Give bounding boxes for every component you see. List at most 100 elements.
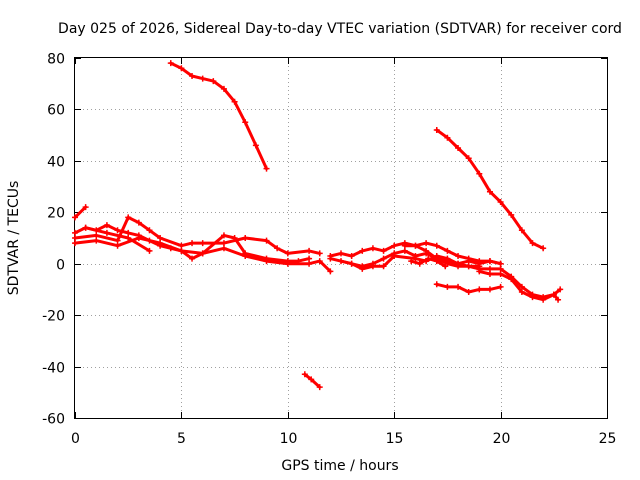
data-point	[508, 276, 515, 283]
data-point	[486, 271, 493, 277]
data-point	[82, 224, 89, 231]
data-point	[557, 286, 564, 293]
y-axis-label: SDTVAR / TECUs	[6, 181, 22, 296]
data-point	[263, 165, 270, 172]
data-point	[444, 247, 451, 254]
data-point	[369, 245, 376, 252]
data-point	[114, 227, 121, 234]
x-tick-label: 0	[71, 431, 80, 447]
data-point	[433, 258, 440, 265]
data-point	[433, 281, 440, 288]
data-point	[380, 247, 387, 254]
data-point	[231, 235, 238, 241]
data-point	[178, 247, 185, 254]
series-arc-4	[72, 204, 89, 221]
data-point	[540, 296, 547, 303]
data-point	[103, 229, 110, 236]
data-point	[103, 222, 110, 229]
data-point	[550, 291, 557, 298]
data-point	[125, 214, 132, 221]
data-point	[263, 237, 270, 244]
data-point	[93, 232, 100, 239]
series-line	[84, 226, 151, 253]
data-point	[114, 237, 121, 244]
y-tick-label: 40	[47, 155, 65, 171]
series-arc-2	[433, 127, 547, 252]
data-point	[178, 242, 185, 249]
data-point	[82, 204, 89, 211]
data-point	[135, 219, 142, 226]
data-point	[497, 265, 504, 272]
data-point	[146, 227, 153, 234]
y-tick-label: 20	[47, 206, 65, 222]
data-point	[412, 255, 419, 262]
series-line	[303, 372, 322, 389]
y-tick-label: 80	[47, 52, 65, 68]
data-point	[497, 260, 504, 267]
data-point	[263, 255, 270, 262]
data-point	[476, 286, 483, 293]
data-point	[135, 235, 142, 241]
data-point	[189, 73, 196, 79]
series-arc-7	[72, 232, 313, 265]
data-point	[167, 60, 174, 67]
data-point	[306, 260, 313, 267]
y-tick-label: 60	[47, 103, 65, 119]
data-point	[380, 263, 387, 270]
data-point	[348, 260, 355, 267]
series-arc-13	[408, 255, 449, 270]
data-point	[444, 283, 451, 290]
data-point	[476, 170, 483, 177]
x-tick-label: 15	[386, 431, 404, 447]
series-arc-15	[476, 268, 564, 303]
data-point	[199, 250, 206, 257]
x-axis-label: GPS time / hours	[281, 458, 398, 474]
data-point	[391, 253, 398, 259]
data-point	[486, 286, 493, 293]
data-series	[72, 60, 564, 391]
data-point	[423, 247, 430, 254]
series-arc-5	[72, 222, 334, 275]
data-point	[518, 227, 525, 234]
series-line	[169, 61, 268, 171]
data-point	[327, 255, 334, 262]
data-point	[308, 376, 315, 383]
data-point	[242, 250, 249, 257]
data-point	[316, 250, 323, 257]
x-tick-label: 5	[177, 431, 186, 447]
data-point	[444, 258, 451, 265]
data-point	[338, 250, 344, 257]
data-point	[369, 263, 376, 270]
data-point	[72, 235, 78, 241]
data-point	[455, 260, 462, 267]
x-tick-label: 20	[493, 431, 511, 447]
series-arc-8	[82, 224, 153, 254]
series-arc-1	[167, 60, 270, 172]
data-point	[433, 127, 440, 133]
data-point	[348, 253, 355, 259]
x-tick-label: 25	[599, 431, 617, 447]
data-point	[401, 247, 408, 254]
series-line	[339, 249, 560, 302]
y-tick-label: -40	[42, 361, 65, 377]
data-point	[93, 237, 100, 244]
series-line	[73, 223, 332, 273]
data-point	[359, 247, 366, 254]
data-point	[72, 240, 78, 247]
data-point	[199, 240, 206, 247]
data-point	[416, 260, 423, 267]
data-point	[316, 384, 323, 391]
y-tick-label: -60	[42, 412, 65, 428]
data-point	[465, 155, 472, 162]
data-point	[408, 258, 415, 265]
data-point	[401, 242, 408, 249]
data-point	[157, 240, 164, 247]
data-point	[442, 263, 449, 270]
data-point	[359, 265, 366, 272]
data-point	[72, 214, 78, 221]
data-point	[476, 263, 483, 270]
data-point	[455, 145, 462, 151]
data-point	[125, 229, 132, 236]
data-point	[231, 98, 238, 105]
data-point	[508, 211, 515, 218]
